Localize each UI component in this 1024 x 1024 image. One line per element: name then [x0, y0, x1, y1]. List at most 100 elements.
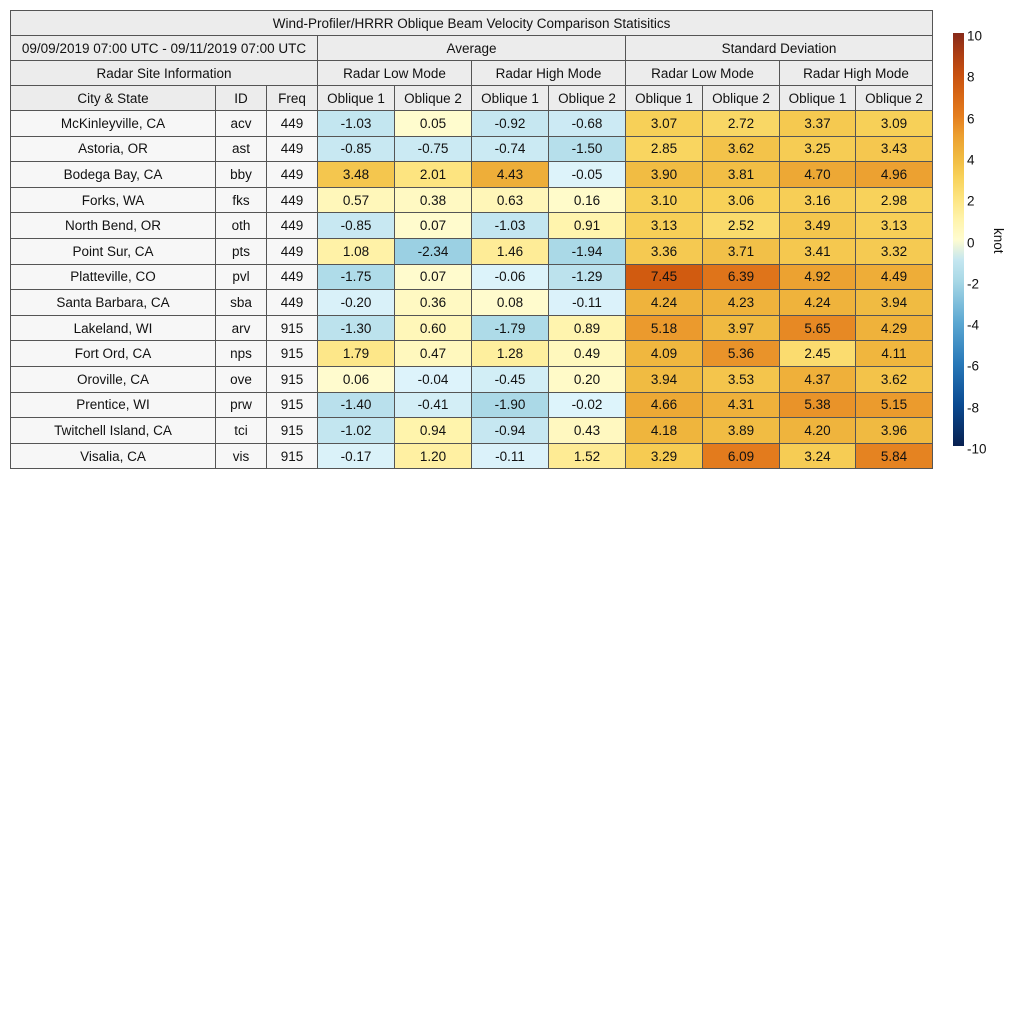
std-cell: 6.39	[702, 263, 780, 291]
freq-cell: 449	[266, 110, 318, 137]
col-freq: Freq	[266, 85, 318, 111]
city-cell: Twitchell Island, CA	[10, 417, 216, 444]
average-cell: 0.47	[394, 340, 472, 367]
average-cell: -0.11	[471, 442, 549, 470]
colorbar-tick: 0	[967, 235, 975, 250]
mode-header: Radar Low Mode	[625, 60, 780, 86]
std-cell: 4.29	[854, 314, 934, 342]
id-cell: oth	[215, 212, 267, 239]
colorbar-tick: -2	[967, 276, 980, 292]
average-cell: 0.06	[317, 365, 395, 393]
average-cell: 0.49	[548, 340, 626, 367]
average-cell: 0.60	[394, 314, 472, 342]
col-oblique: Oblique 2	[548, 85, 626, 111]
average-cell: -0.45	[471, 365, 549, 393]
std-cell: 4.96	[854, 161, 934, 188]
average-cell: 0.36	[394, 289, 472, 316]
average-cell: -1.03	[317, 110, 395, 137]
average-cell: -0.85	[317, 212, 395, 239]
freq-cell: 449	[266, 135, 318, 163]
col-oblique: Oblique 1	[625, 85, 703, 111]
colorbar-unit: knot	[991, 228, 1006, 254]
std-cell: 4.37	[779, 365, 856, 393]
average-cell: -0.04	[394, 365, 472, 393]
average-cell: 0.89	[548, 314, 626, 342]
std-cell: 4.31	[702, 391, 780, 419]
freq-cell: 449	[266, 212, 318, 239]
std-cell: 2.45	[779, 340, 856, 367]
average-cell: 0.07	[394, 263, 472, 291]
std-cell: 3.97	[702, 314, 780, 342]
std-cell: 3.43	[854, 135, 934, 163]
table-row: Bodega Bay, CA bby 449 3.48 2.01 4.43 -0.05 3.9…	[10, 161, 934, 188]
std-cell: 5.65	[779, 314, 856, 342]
std-cell: 3.49	[779, 212, 856, 239]
freq-cell: 915	[266, 314, 318, 342]
std-cell: 3.06	[702, 186, 780, 214]
colorbar-tick: -10	[967, 441, 987, 457]
mode-header: Radar High Mode	[471, 60, 626, 86]
id-cell: ove	[215, 365, 267, 393]
std-cell: 3.07	[625, 110, 703, 137]
colorbar-tick: 4	[967, 152, 975, 168]
average-cell: 0.63	[471, 186, 549, 214]
col-city: City & State	[10, 85, 216, 111]
city-cell: Astoria, OR	[10, 135, 216, 163]
colorbar-tick: 6	[967, 111, 975, 127]
id-cell: vis	[215, 442, 267, 470]
average-cell: -1.03	[471, 212, 549, 239]
average-cell: -1.94	[548, 237, 626, 265]
average-cell: 0.57	[317, 186, 395, 214]
average-cell: 0.94	[394, 417, 472, 444]
group-average: Average	[317, 35, 626, 61]
col-oblique: Oblique 1	[471, 85, 549, 111]
std-cell: 4.66	[625, 391, 703, 419]
average-cell: -1.02	[317, 417, 395, 444]
std-cell: 3.71	[702, 237, 780, 265]
id-cell: tci	[215, 417, 267, 444]
average-cell: 0.43	[548, 417, 626, 444]
city-cell: Bodega Bay, CA	[10, 161, 216, 188]
table-row: Point Sur, CA pts 449 1.08 -2.34 1.46 -1.94 3.3…	[10, 237, 934, 265]
average-cell: -1.79	[471, 314, 549, 342]
id-cell: acv	[215, 110, 267, 137]
average-cell: 1.08	[317, 237, 395, 265]
std-cell: 3.41	[779, 237, 856, 265]
city-cell: Lakeland, WI	[10, 314, 216, 342]
std-cell: 4.70	[779, 161, 856, 188]
average-cell: -0.85	[317, 135, 395, 163]
std-cell: 5.36	[702, 340, 780, 367]
std-cell: 3.94	[854, 289, 934, 316]
std-cell: 2.98	[854, 186, 934, 214]
average-cell: -0.06	[471, 263, 549, 291]
colorbar-tick: -8	[967, 400, 980, 416]
freq-cell: 915	[266, 365, 318, 393]
id-cell: bby	[215, 161, 267, 188]
col-oblique: Oblique 1	[779, 85, 856, 111]
std-cell: 4.18	[625, 417, 703, 444]
std-cell: 2.52	[702, 212, 780, 239]
group-std: Standard Deviation	[624, 35, 934, 61]
city-cell: Oroville, CA	[10, 365, 216, 393]
std-cell: 3.16	[779, 186, 856, 214]
std-cell: 3.81	[702, 161, 780, 188]
std-cell: 3.62	[702, 135, 780, 163]
std-cell: 3.94	[625, 365, 703, 393]
table-row: Platteville, CO pvl 449 -1.75 0.07 -0.06 -1.29…	[10, 263, 934, 291]
id-cell: prw	[215, 391, 267, 419]
average-cell: 0.08	[471, 289, 549, 316]
table-title: Wind-Profiler/HRRR Oblique Beam Velocity…	[9, 10, 934, 36]
std-cell: 5.18	[625, 314, 703, 342]
city-cell: Prentice, WI	[10, 391, 216, 419]
freq-cell: 915	[266, 340, 318, 367]
std-cell: 3.09	[854, 110, 934, 137]
std-cell: 3.36	[625, 237, 703, 265]
city-cell: Visalia, CA	[10, 442, 216, 470]
average-cell: -1.40	[317, 391, 395, 419]
std-cell: 3.37	[779, 110, 856, 137]
table-row: Twitchell Island, CA tci 915 -1.02 0.94 -0.94…	[10, 417, 934, 444]
average-cell: 0.07	[394, 212, 472, 239]
std-cell: 4.92	[779, 263, 856, 291]
site-info-header: Radar Site Information	[10, 60, 318, 86]
std-cell: 4.11	[854, 340, 934, 367]
